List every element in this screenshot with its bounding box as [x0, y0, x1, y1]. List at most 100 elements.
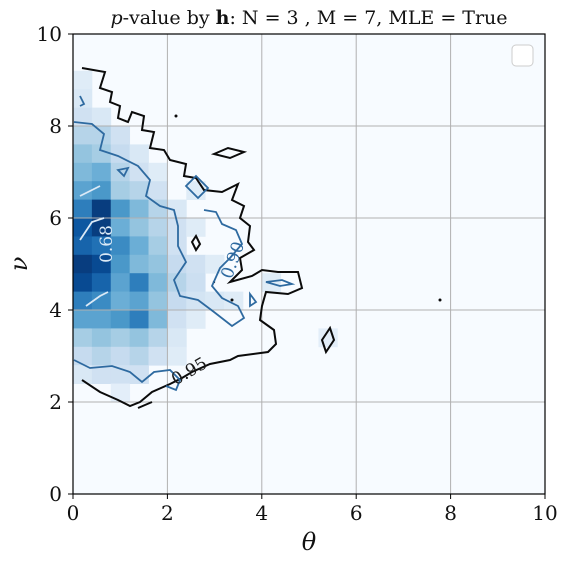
- heatmap-cell: [167, 199, 187, 219]
- heatmap-cell: [148, 310, 168, 329]
- grid-lines: [73, 34, 545, 494]
- y-tick-label: 8: [49, 114, 62, 138]
- contour-label-0.68: 0.68: [97, 225, 117, 263]
- y-tick-label: 4: [49, 298, 62, 322]
- heatmap-cell: [129, 181, 149, 200]
- contour-0.68-lower: [85, 291, 109, 307]
- contour-0.68-upper: [79, 185, 101, 197]
- heatmap-cell: [148, 328, 168, 348]
- heatmap-cell: [73, 236, 93, 256]
- heatmap-cell: [91, 273, 112, 292]
- heatmap-cell: [91, 346, 112, 366]
- heatmap-cell: [91, 254, 112, 274]
- contour-dot-1: [174, 114, 178, 118]
- heatmap-cell: [91, 310, 112, 329]
- contour-0.95-island-mid: [190, 234, 202, 252]
- heatmap-cell: [73, 328, 93, 348]
- heatmap-cell: [110, 181, 131, 200]
- heatmap-cell: [73, 254, 93, 274]
- heatmap-cell: [91, 218, 112, 237]
- heatmap-cell: [73, 181, 93, 200]
- heatmap-cell: [73, 310, 93, 329]
- x-tick-label: 8: [444, 501, 457, 525]
- heatmap-cell: [110, 273, 131, 292]
- heatmap-cell: [110, 310, 131, 329]
- heatmap-cell: [110, 254, 131, 274]
- x-tick-label: 2: [161, 501, 174, 525]
- heatmap-cell: [186, 273, 206, 292]
- heatmap-cell: [91, 328, 112, 348]
- heatmap-cell: [167, 291, 187, 311]
- contour-0.95-tail: [137, 401, 153, 409]
- heatmap-cell: [167, 310, 187, 329]
- y-ticks: [68, 33, 73, 495]
- contour-0.68-mid: [79, 217, 105, 241]
- heatmap-cell: [148, 162, 168, 182]
- heatmap-cell: [148, 181, 168, 200]
- heatmap-cell: [91, 126, 112, 145]
- chart-title: p-value by h: N = 3 , M = 7, MLE = True: [110, 7, 507, 29]
- contour-dot-3: [438, 298, 442, 302]
- heatmap-cell: [110, 126, 131, 145]
- x-tick-label: 4: [255, 501, 268, 525]
- heatmap-cell: [73, 346, 93, 366]
- heatmap-cell: [73, 273, 93, 292]
- heatmap-cell: [110, 236, 131, 256]
- heatmap-cell: [73, 126, 93, 145]
- heatmap-cell: [73, 89, 93, 108]
- heatmap-cell: [186, 218, 206, 237]
- contour-0.90-island-2: [116, 166, 130, 178]
- x-tick-label: 10: [532, 501, 557, 525]
- heatmap-cell: [73, 144, 93, 164]
- heatmap-cell: [73, 199, 93, 219]
- heatmap-cell: [129, 310, 149, 329]
- heatmap-cell: [167, 328, 187, 348]
- heatmap-cell: [73, 162, 93, 182]
- heatmap-cell: [91, 236, 112, 256]
- heatmap-cell: [129, 254, 149, 274]
- contour-0.95: [81, 67, 304, 408]
- legend-box: [511, 44, 534, 67]
- contour-0.90-island-1: [184, 174, 210, 200]
- contour-0.90-island-4: [249, 291, 258, 308]
- x-tick-labels: 0 2 4 6 8 10: [67, 501, 558, 525]
- heatmap-cell: [167, 218, 187, 237]
- heatmap-cell: [110, 199, 131, 219]
- heatmap-cell: [129, 346, 149, 366]
- heatmap-cell: [73, 218, 93, 237]
- heatmap-cell: [73, 291, 93, 311]
- x-tick-label: 0: [67, 501, 80, 525]
- heatmap-cell: [110, 383, 131, 403]
- heatmap-cell: [129, 162, 149, 182]
- heatmap-cell: [148, 199, 168, 219]
- heatmap-cell: [148, 218, 168, 237]
- contour-0.90-top: [79, 95, 86, 107]
- heatmap-cell: [129, 291, 149, 311]
- y-tick-label: 10: [37, 22, 62, 46]
- heatmap-cell: [167, 236, 187, 256]
- contours: [73, 67, 442, 409]
- heatmap-cell: [91, 144, 112, 164]
- heatmap-cell: [148, 291, 168, 311]
- heatmap-cell: [129, 328, 149, 348]
- heatmap-cell: [129, 218, 149, 237]
- heatmap-cell: [186, 254, 206, 274]
- y-tick-label: 2: [49, 390, 62, 414]
- heatmap-cell: [91, 365, 112, 384]
- heatmap-cell: [148, 254, 168, 274]
- x-ticks: [72, 494, 546, 499]
- y-tick-labels: 0 2 4 6 8 10: [37, 22, 62, 506]
- heatmap-cell: [110, 218, 131, 237]
- contour-0.90-lower: [73, 359, 182, 392]
- heatmap-cell: [186, 291, 206, 311]
- heatmap-cell: [129, 236, 149, 256]
- heatmap-cell: [148, 346, 168, 366]
- x-axis-label: θ: [302, 528, 317, 556]
- heatmap-cell: [129, 273, 149, 292]
- contour-0.95-island-top: [210, 146, 248, 160]
- x-tick-label: 6: [350, 501, 363, 525]
- contour-0.90-island-3: [265, 279, 296, 287]
- heatmap-cell: [91, 162, 112, 182]
- heatmap-cell: [110, 346, 131, 366]
